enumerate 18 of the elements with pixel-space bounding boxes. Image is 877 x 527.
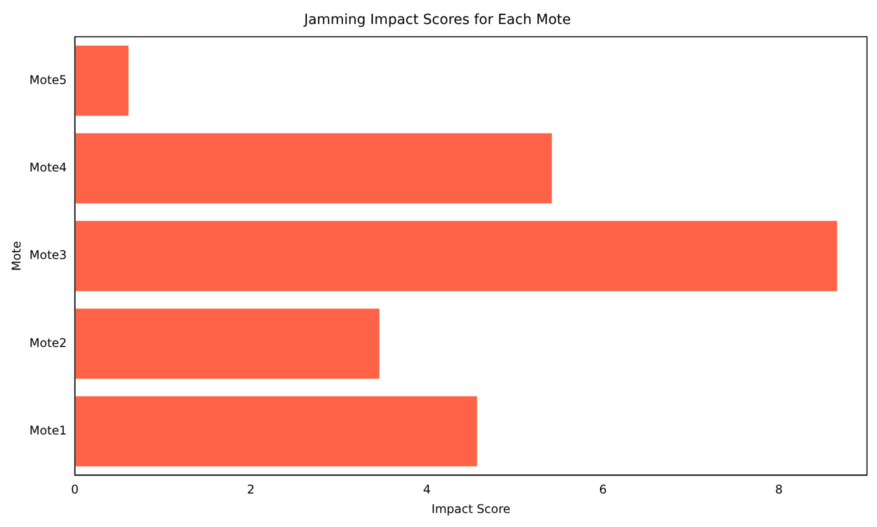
bar — [74, 396, 478, 466]
x-tick-label: 2 — [247, 482, 255, 497]
y-tick-label: Mote4 — [29, 160, 67, 174]
chart-title: Jamming Impact Scores for Each Mote — [303, 12, 571, 28]
x-axis-title: Impact Score — [431, 502, 510, 516]
y-tick-label: Mote1 — [29, 423, 67, 438]
y-axis-title: Mote — [9, 241, 24, 271]
bar — [74, 220, 838, 292]
y-tick-label: Mote2 — [29, 336, 67, 350]
x-tick-label: 4 — [423, 482, 431, 497]
x-tick-label: 0 — [71, 482, 79, 497]
bar — [74, 133, 552, 204]
bar — [74, 308, 380, 379]
y-tick-label: Mote5 — [29, 72, 67, 87]
y-tick-label: Mote3 — [29, 248, 67, 262]
x-tick-label: 6 — [599, 482, 607, 497]
x-tick-label: 8 — [775, 482, 783, 497]
bar — [74, 46, 129, 116]
